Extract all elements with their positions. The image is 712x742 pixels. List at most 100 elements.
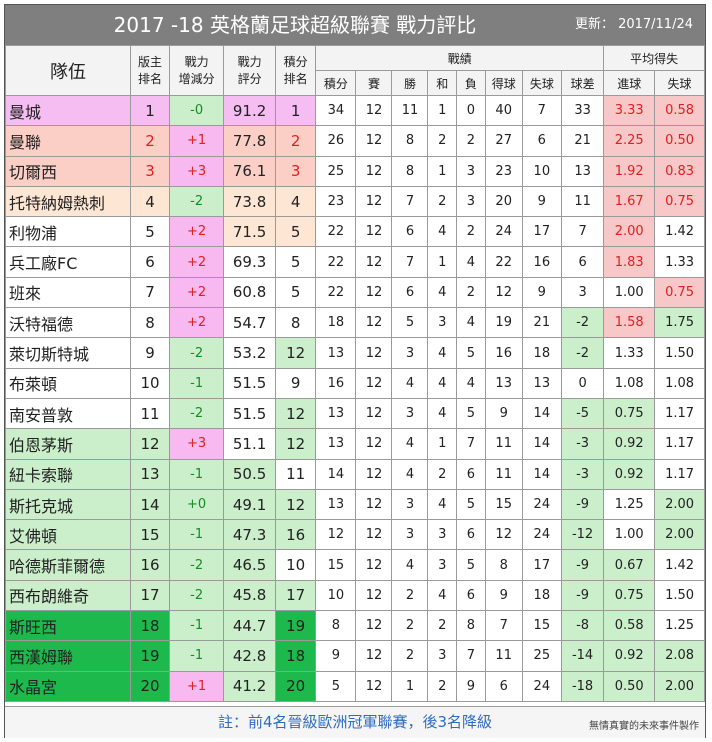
goals-against: 14 bbox=[521, 458, 562, 490]
lost: 5 bbox=[456, 488, 486, 521]
host-rank: 16 bbox=[129, 549, 171, 581]
avg-goals-against: 1.50 bbox=[654, 579, 705, 612]
avg-goals-for: 1.08 bbox=[603, 367, 656, 399]
avg-goals-against: 2.00 bbox=[654, 519, 705, 551]
played: 12 bbox=[355, 640, 393, 672]
header-host-rank: 版主 排名 bbox=[129, 45, 171, 96]
drawn: 4 bbox=[427, 488, 458, 521]
avg-goals-for: 0.58 bbox=[603, 610, 656, 642]
host-rank: 10 bbox=[129, 367, 171, 399]
lost: 8 bbox=[456, 610, 486, 642]
header-d: 和 bbox=[427, 70, 458, 96]
goals-for: 40 bbox=[484, 94, 523, 127]
host-rank: 3 bbox=[129, 155, 171, 187]
avg-goals-against: 0.75 bbox=[654, 276, 705, 309]
points-rank: 3 bbox=[275, 155, 317, 187]
avg-goals-against: 1.42 bbox=[654, 216, 705, 248]
goals-against: 17 bbox=[521, 216, 562, 248]
played: 12 bbox=[355, 488, 393, 521]
team-name: 兵工廠FC bbox=[5, 246, 131, 278]
power-score: 69.3 bbox=[223, 246, 277, 278]
team-name: 西布朗維奇 bbox=[5, 579, 131, 612]
team-name: 斯旺西 bbox=[5, 610, 131, 642]
power-change: -2 bbox=[169, 397, 225, 430]
avg-goals-for: 0.92 bbox=[603, 640, 656, 672]
avg-goals-for: 0.92 bbox=[603, 428, 656, 460]
won: 4 bbox=[391, 549, 429, 581]
avg-goals-for: 1.58 bbox=[603, 307, 656, 339]
standings-panel: 2017 -18 英格蘭足球超級聯賽 戰力評比 更新： 2017/11/24 隊… bbox=[4, 4, 706, 738]
points-rank: 8 bbox=[275, 307, 317, 339]
won: 3 bbox=[391, 397, 429, 430]
power-score: 71.5 bbox=[223, 216, 277, 248]
drawn: 2 bbox=[427, 185, 458, 218]
standings-table: 隊伍 版主 排名 戰力 增減分 戰力 評分 積分 排名 戰績 平均得失 積分 賽 勝 和… bbox=[5, 45, 705, 702]
lost: 5 bbox=[456, 337, 486, 369]
power-change: +1 bbox=[169, 670, 225, 702]
goals-against: 7 bbox=[521, 94, 562, 127]
played: 12 bbox=[355, 549, 393, 581]
drawn: 3 bbox=[427, 549, 458, 581]
won: 7 bbox=[391, 246, 429, 278]
table-row: 哈德斯菲爾德 16 -2 46.5 10 15 12 4 3 5 8 17 -9 0.67 1.42 bbox=[5, 549, 705, 581]
page-title: 2017 -18 英格蘭足球超級聯賽 戰力評比 bbox=[113, 13, 477, 37]
points: 9 bbox=[315, 640, 357, 672]
power-score: 45.8 bbox=[223, 579, 277, 612]
goal-diff: 3 bbox=[560, 276, 605, 309]
played: 12 bbox=[355, 428, 393, 460]
goals-against: 14 bbox=[521, 397, 562, 430]
points-rank: 9 bbox=[275, 367, 317, 399]
drawn: 1 bbox=[427, 94, 458, 127]
won: 6 bbox=[391, 216, 429, 248]
lost: 4 bbox=[456, 246, 486, 278]
played: 12 bbox=[355, 185, 393, 218]
host-rank: 7 bbox=[129, 276, 171, 309]
power-change: -1 bbox=[169, 367, 225, 399]
points: 14 bbox=[315, 458, 357, 490]
avg-goals-against: 1.42 bbox=[654, 549, 705, 581]
power-change: -2 bbox=[169, 579, 225, 612]
table-row: 曼城 1 -0 91.2 1 34 12 11 1 0 40 7 33 3.33 0.58 bbox=[5, 94, 705, 127]
goal-diff: -9 bbox=[560, 488, 605, 521]
played: 12 bbox=[355, 155, 393, 187]
played: 12 bbox=[355, 246, 393, 278]
drawn: 4 bbox=[427, 276, 458, 309]
header-avg-for: 進球 bbox=[603, 70, 656, 96]
points: 5 bbox=[315, 670, 357, 702]
team-name: 艾佛頓 bbox=[5, 519, 131, 551]
power-change: -1 bbox=[169, 610, 225, 642]
footer-note: 註：前4名晉級歐洲冠軍聯賽，後3名降級 bbox=[217, 713, 493, 731]
avg-goals-against: 2.00 bbox=[654, 670, 705, 702]
drawn: 2 bbox=[427, 125, 458, 157]
won: 4 bbox=[391, 458, 429, 490]
drawn: 2 bbox=[427, 610, 458, 642]
header-power-score: 戰力 評分 bbox=[223, 45, 277, 96]
points: 23 bbox=[315, 185, 357, 218]
avg-goals-for: 0.67 bbox=[603, 549, 656, 581]
table-row: 南安普敦 11 -2 51.5 12 13 12 3 4 5 9 14 -5 0.75 1.17 bbox=[5, 397, 705, 430]
played: 12 bbox=[355, 337, 393, 369]
table-row: 兵工廠FC 6 +2 69.3 5 22 12 7 1 4 22 16 6 1.83 1.33 bbox=[5, 246, 705, 278]
points: 16 bbox=[315, 367, 357, 399]
header-l: 負 bbox=[456, 70, 486, 96]
table-row: 利物浦 5 +2 71.5 5 22 12 6 4 2 24 17 7 2.00 1.42 bbox=[5, 216, 705, 248]
power-score: 77.8 bbox=[223, 125, 277, 157]
won: 3 bbox=[391, 519, 429, 551]
goals-against: 24 bbox=[521, 670, 562, 702]
power-score: 53.2 bbox=[223, 337, 277, 369]
won: 3 bbox=[391, 488, 429, 521]
lost: 5 bbox=[456, 549, 486, 581]
points: 10 bbox=[315, 579, 357, 612]
goals-for: 6 bbox=[484, 670, 523, 702]
header-pts: 積分 bbox=[315, 70, 357, 96]
lost: 2 bbox=[456, 276, 486, 309]
played: 12 bbox=[355, 216, 393, 248]
header-ga: 失球 bbox=[521, 70, 562, 96]
power-score: 76.1 bbox=[223, 155, 277, 187]
goals-for: 23 bbox=[484, 155, 523, 187]
host-rank: 14 bbox=[129, 488, 171, 521]
host-rank: 19 bbox=[129, 640, 171, 672]
won: 8 bbox=[391, 155, 429, 187]
avg-goals-against: 1.75 bbox=[654, 307, 705, 339]
power-score: 47.3 bbox=[223, 519, 277, 551]
